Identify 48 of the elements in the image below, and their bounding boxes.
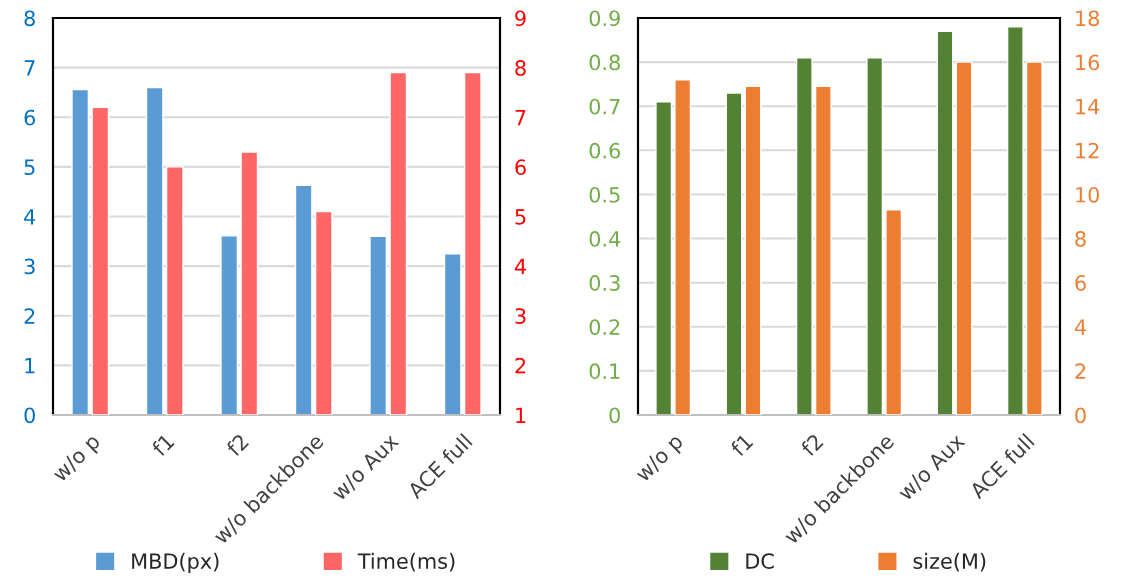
x-tick-label: w/o p	[634, 432, 687, 486]
y-tick-label: 0.7	[589, 98, 620, 115]
y-tick-label: 0.2	[589, 319, 620, 335]
y-tick-label: 7	[24, 60, 35, 76]
y2-tick-label: 16	[1076, 54, 1100, 71]
y2-tick-label: 1	[516, 407, 526, 423]
x-tick-label: f1	[150, 433, 175, 458]
legend-label: MBD(px)	[132, 552, 219, 574]
x-tick-label: w/o p	[51, 432, 104, 486]
y2-tick-label: 0	[1075, 407, 1086, 424]
y-tick-label: 2	[24, 308, 35, 324]
y2-tick-label: 4	[1074, 319, 1086, 335]
y-tick-label: 0.8	[589, 54, 620, 71]
y-tick-label: 5	[24, 159, 35, 176]
y-tick-label: 0.9	[589, 10, 620, 27]
y2-tick-label: 2	[1075, 363, 1086, 379]
y2-tick-label: 14	[1076, 98, 1100, 115]
y-tick-label: 0	[609, 407, 620, 424]
y-tick-label: 6	[24, 109, 36, 126]
y-tick-label: 1	[25, 358, 35, 374]
x-tick-label: w/o Aux	[896, 432, 967, 503]
y2-tick-label: 2	[515, 357, 526, 374]
y2-tick-label: 5	[515, 209, 526, 225]
y2-tick-label: 6	[515, 159, 526, 176]
y-tick-label: 4	[24, 209, 36, 225]
y-tick-label: 0.3	[589, 275, 620, 291]
y2-tick-label: 6	[1075, 275, 1086, 291]
y2-tick-label: 4	[514, 258, 526, 275]
y2-tick-label: 8	[515, 60, 526, 76]
legend-label: Time(ms)	[357, 552, 455, 572]
y2-tick-label: 7	[515, 109, 526, 126]
x-tick-label: f1	[729, 433, 754, 458]
legend-label: DC	[746, 553, 774, 569]
y-tick-label: 3	[24, 258, 35, 275]
y2-tick-label: 8	[1075, 231, 1086, 247]
y2-tick-label: 3	[515, 308, 526, 324]
y2-tick-label: 10	[1076, 186, 1100, 203]
x-tick-label: w/o Aux	[330, 432, 401, 503]
y-tick-label: 0.1	[589, 363, 620, 380]
y-tick-label: 0.6	[589, 142, 621, 159]
y-tick-label: 0.4	[589, 231, 621, 247]
y-tick-label: 0	[24, 407, 35, 424]
y-tick-label: 8	[24, 10, 35, 27]
y2-tick-label: 18	[1076, 10, 1099, 27]
y2-tick-label: 12	[1076, 142, 1099, 159]
y-tick-label: 0.5	[589, 186, 620, 203]
y2-tick-label: 9	[515, 10, 526, 27]
legend-label: size(M)	[913, 552, 986, 572]
